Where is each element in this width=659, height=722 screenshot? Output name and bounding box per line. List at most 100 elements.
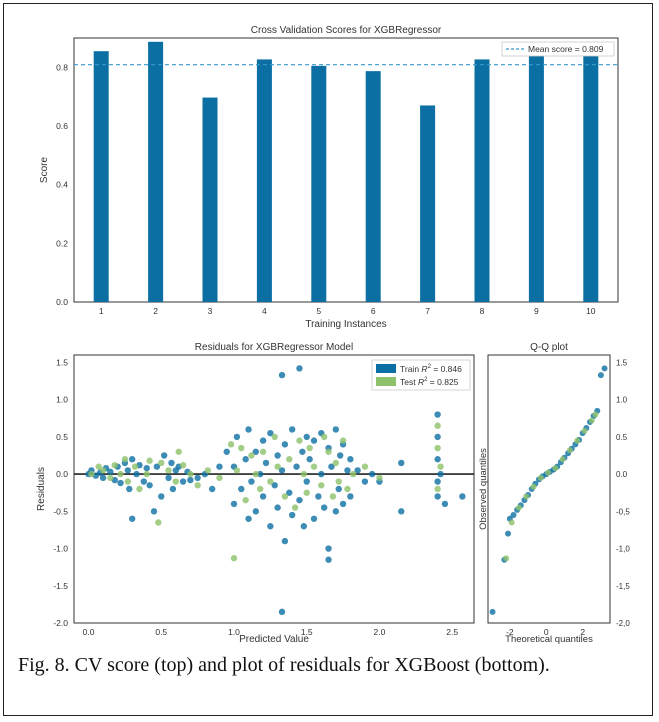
- train-point: [315, 493, 322, 500]
- cv-xlabel: Training Instances: [305, 319, 386, 330]
- train-point: [434, 411, 441, 418]
- qq-test-point: [530, 483, 537, 490]
- qq-test-point: [566, 447, 573, 454]
- qq-ytick-label: -0,5: [616, 507, 630, 516]
- train-point: [332, 426, 340, 433]
- qq-plot-area: [487, 354, 611, 624]
- train-point: [332, 508, 340, 515]
- qq-title: Q-Q plot: [530, 342, 568, 353]
- test-point: [256, 485, 264, 493]
- cv-ytick-label: 0.0: [56, 297, 68, 307]
- test-point: [339, 437, 347, 444]
- train-point: [398, 459, 405, 467]
- cv-ytick-label: 0.8: [56, 62, 68, 72]
- qq-test-point: [503, 555, 510, 562]
- cv-bar: [420, 105, 436, 302]
- train-point: [252, 448, 260, 455]
- train-point: [335, 485, 342, 493]
- qq-ytick-label: -1,0: [616, 545, 630, 554]
- qq-train-point: [601, 365, 608, 372]
- residuals-xtick-label: 1.5: [301, 627, 313, 637]
- train-point: [441, 500, 449, 508]
- qq-ytick-label: 1.5: [616, 358, 628, 367]
- train-point: [128, 456, 136, 463]
- cv-bar: [311, 65, 327, 302]
- cv-ylabel: Score: [39, 157, 50, 184]
- train-point: [434, 478, 441, 485]
- train-point: [320, 504, 328, 511]
- residuals-chart: Residuals for XGBRegressor Model Predict…: [36, 342, 475, 645]
- cv-xtick-label: 2: [153, 306, 158, 316]
- cv-bar: [148, 41, 164, 303]
- train-point: [169, 485, 177, 493]
- test-point: [281, 493, 289, 500]
- test-point: [111, 461, 118, 469]
- qq-xtick-label: 2: [580, 627, 585, 637]
- train-point: [107, 468, 114, 476]
- qq-xtick-label: -2: [506, 627, 514, 637]
- train-point: [252, 508, 260, 515]
- residuals-title: Residuals for XGBRegressor Model: [195, 342, 353, 353]
- test-point: [158, 459, 165, 467]
- test-point: [187, 470, 194, 478]
- residuals-xtick-label: 0.0: [83, 627, 95, 637]
- qq-test-point: [515, 504, 522, 511]
- train-point: [245, 426, 252, 433]
- test-point: [437, 463, 444, 470]
- test-point: [121, 456, 129, 463]
- train-point: [168, 459, 175, 467]
- train-point: [150, 508, 158, 515]
- test-point: [350, 470, 357, 478]
- residuals-legend: Train R2 = 0.846 Test R2 = 0.825: [371, 359, 471, 391]
- test-point: [267, 478, 274, 485]
- test-point: [175, 448, 182, 455]
- train-point: [271, 482, 278, 489]
- train-point: [368, 470, 376, 478]
- test-point: [204, 467, 212, 474]
- train-point: [336, 452, 344, 459]
- figure-frame: [3, 3, 653, 716]
- test-point: [300, 470, 308, 478]
- cv-bar: [256, 59, 272, 303]
- qq-test-point: [574, 437, 581, 444]
- qq-test-point: [552, 465, 559, 472]
- test-point: [227, 441, 235, 448]
- cv-plot-area: [73, 37, 619, 303]
- test-point: [306, 444, 313, 452]
- qq-xtick-label: 0: [544, 627, 549, 637]
- residuals-ytick-label: -1.0: [53, 544, 68, 554]
- test-point: [131, 463, 139, 470]
- train-point: [238, 485, 245, 493]
- train-point: [459, 493, 466, 500]
- train-point: [262, 459, 270, 467]
- train-point: [208, 485, 216, 493]
- train-point: [187, 476, 194, 484]
- qq-test-point: [523, 493, 530, 500]
- test-point: [88, 470, 95, 478]
- test-point: [310, 463, 318, 470]
- test-point: [335, 478, 342, 485]
- test-legend-label: Test R2 = 0.825: [400, 377, 459, 387]
- qq-test-point: [559, 456, 566, 463]
- cv-xtick-label: 3: [208, 306, 213, 316]
- test-point: [99, 467, 107, 474]
- test-point: [95, 463, 102, 470]
- train-point: [434, 493, 441, 500]
- test-point: [303, 489, 310, 496]
- cv-legend: Mean score = 0.809: [501, 41, 615, 57]
- train-point: [318, 470, 325, 478]
- test-point: [259, 448, 267, 455]
- test-point: [361, 463, 369, 470]
- train-point: [328, 463, 335, 470]
- test-point: [107, 474, 114, 482]
- residuals-xtick-label: 2.0: [374, 627, 386, 637]
- qq-test-point: [537, 474, 544, 481]
- qq-train-point: [510, 512, 517, 519]
- train-point: [230, 500, 238, 508]
- train-point: [158, 493, 165, 500]
- cv-xtick-label: 7: [425, 306, 430, 316]
- residuals-ytick-label: -1.5: [53, 581, 68, 591]
- test-point: [332, 459, 340, 467]
- train-point: [434, 433, 441, 441]
- train-point: [278, 371, 286, 379]
